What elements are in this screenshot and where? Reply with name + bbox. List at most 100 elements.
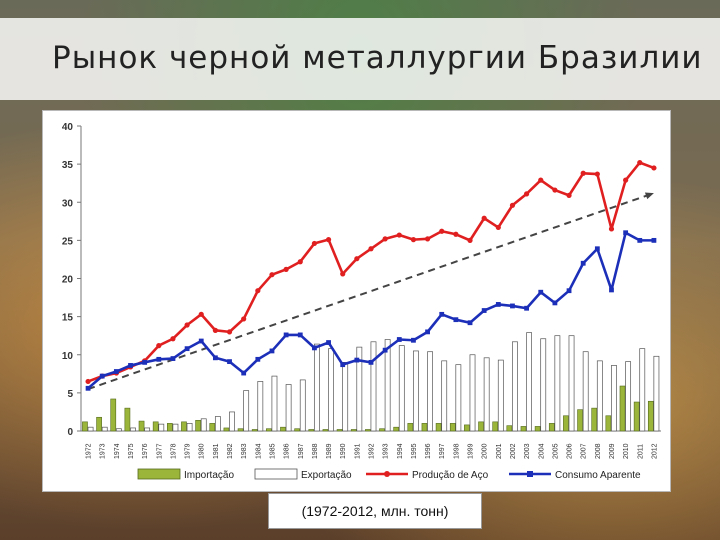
x-tick-label: 2001 bbox=[496, 443, 503, 459]
bar-importacao bbox=[548, 423, 555, 432]
bar-importacao bbox=[308, 429, 315, 432]
bar-importacao bbox=[633, 401, 640, 432]
point-consumo-aparente bbox=[326, 340, 331, 345]
y-tick-label: 10 bbox=[62, 351, 74, 362]
point-consumo-aparente bbox=[368, 359, 374, 365]
bar-exportacao bbox=[144, 427, 151, 432]
point-producao-de-aco bbox=[396, 232, 402, 238]
bar-exportacao bbox=[101, 426, 108, 432]
point-producao-de-aco bbox=[552, 187, 558, 193]
point-consumo-aparente bbox=[142, 359, 148, 365]
point-consumo-aparente bbox=[580, 260, 586, 266]
point-consumo-aparente bbox=[99, 373, 105, 379]
bar-exportacao bbox=[87, 426, 94, 432]
bar-exportacao bbox=[328, 348, 334, 432]
x-tick-label: 1981 bbox=[213, 443, 220, 459]
slide-title: Рынок черной металлургии Бразилии bbox=[52, 40, 703, 76]
x-tick-label: 1985 bbox=[269, 443, 276, 459]
bar-importacao bbox=[365, 429, 371, 432]
bar-importacao bbox=[336, 429, 343, 432]
point-producao-de-aco bbox=[509, 202, 516, 208]
point-producao-de-aco bbox=[453, 231, 459, 237]
bar-exportacao bbox=[441, 360, 448, 432]
point-producao-de-aco bbox=[467, 237, 473, 243]
x-tick-label: 1991 bbox=[354, 443, 361, 459]
bar-exportacao bbox=[200, 418, 207, 432]
bar-exportacao bbox=[130, 427, 136, 432]
point-producao-de-aco bbox=[340, 271, 346, 277]
bar-importacao bbox=[237, 428, 244, 432]
trend-line bbox=[87, 192, 655, 391]
x-tick-label: 2002 bbox=[510, 443, 517, 459]
x-tick-label: 1982 bbox=[227, 443, 234, 459]
bar-importacao bbox=[534, 426, 541, 432]
point-producao-de-aco bbox=[651, 165, 657, 171]
x-tick-label: 2004 bbox=[538, 443, 545, 459]
point-consumo-aparente bbox=[439, 311, 445, 317]
point-producao-de-aco bbox=[580, 170, 586, 176]
point-producao-de-aco bbox=[623, 177, 629, 183]
x-tick-label: 1977 bbox=[156, 443, 163, 459]
point-consumo-aparente bbox=[170, 356, 176, 361]
point-consumo-aparente bbox=[425, 329, 430, 335]
point-consumo-aparente bbox=[184, 346, 190, 352]
point-consumo-aparente bbox=[453, 317, 459, 323]
x-tick-label: 2012 bbox=[651, 443, 658, 459]
y-tick-label: 0 bbox=[67, 427, 73, 438]
x-tick-label: 1979 bbox=[185, 443, 192, 459]
point-producao-de-aco bbox=[566, 192, 572, 198]
bar-importacao bbox=[251, 429, 258, 432]
x-tick-label: 2007 bbox=[581, 443, 588, 459]
legend-label: Importação bbox=[184, 470, 234, 481]
x-tick-label: 1994 bbox=[397, 443, 404, 459]
bar-importacao bbox=[407, 423, 414, 432]
bar-exportacao bbox=[427, 351, 433, 432]
point-consumo-aparente bbox=[283, 332, 289, 338]
point-producao-de-aco bbox=[382, 236, 388, 242]
x-tick-label: 2009 bbox=[609, 443, 616, 459]
y-tick-label: 25 bbox=[62, 236, 74, 247]
x-tick-label: 2005 bbox=[552, 443, 559, 459]
point-consumo-aparente bbox=[269, 348, 275, 354]
point-consumo-aparente bbox=[609, 287, 614, 293]
bar-exportacao bbox=[271, 375, 278, 432]
chart-panel: 0 5 10 15 20 25 30 35 40 1972 1973 1974 1975 1976 1977… bbox=[42, 110, 671, 492]
bar-importacao bbox=[478, 421, 484, 432]
bar-importacao bbox=[464, 424, 470, 432]
bar-importacao bbox=[350, 429, 357, 432]
bar-importacao bbox=[138, 420, 145, 432]
point-consumo-aparente bbox=[552, 300, 558, 306]
legend-marker bbox=[527, 471, 533, 477]
bar-importacao bbox=[223, 427, 230, 432]
point-consumo-aparente bbox=[241, 370, 247, 376]
x-tick-label: 2008 bbox=[595, 443, 602, 459]
bar-importacao bbox=[647, 400, 654, 432]
point-consumo-aparente bbox=[467, 320, 473, 326]
y-tick-label: 40 bbox=[62, 122, 74, 133]
bar-importacao bbox=[506, 425, 513, 432]
point-producao-de-aco bbox=[481, 215, 487, 221]
point-consumo-aparente bbox=[354, 357, 360, 363]
bar-exportacao bbox=[568, 335, 575, 432]
point-producao-de-aco bbox=[255, 288, 261, 294]
point-producao-de-aco bbox=[198, 311, 204, 317]
bar-exportacao bbox=[582, 351, 589, 432]
trend-arrowhead bbox=[644, 192, 654, 200]
bar-exportacao bbox=[172, 423, 179, 432]
bar-exportacao bbox=[554, 335, 561, 432]
point-producao-de-aco bbox=[538, 177, 544, 183]
bar-importacao bbox=[393, 426, 400, 432]
bar-exportacao bbox=[370, 341, 377, 432]
point-producao-de-aco bbox=[311, 240, 318, 247]
bar-exportacao bbox=[342, 362, 349, 432]
x-tick-label: 1995 bbox=[411, 443, 418, 459]
x-tick-label: 2006 bbox=[567, 443, 574, 459]
bar-importacao bbox=[166, 423, 173, 432]
bar-importacao bbox=[563, 415, 569, 432]
y-tick-label: 30 bbox=[62, 198, 74, 209]
legend-marker bbox=[384, 471, 390, 477]
bar-exportacao bbox=[214, 416, 221, 432]
point-producao-de-aco bbox=[608, 226, 615, 232]
point-producao-de-aco bbox=[354, 256, 360, 262]
bar-importacao bbox=[181, 421, 187, 432]
